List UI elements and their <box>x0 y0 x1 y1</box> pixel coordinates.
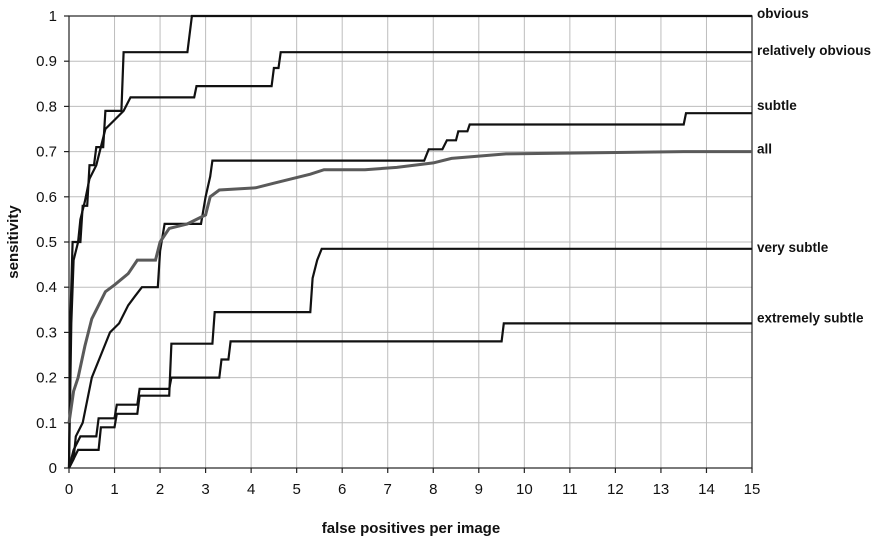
series-label-all: all <box>757 142 772 157</box>
x-tick-label: 8 <box>429 481 437 498</box>
series-label-subtle: subtle <box>757 98 797 113</box>
x-tick-label: 7 <box>384 481 392 498</box>
y-tick-label: 0 <box>49 460 57 477</box>
y-tick-label: 0.4 <box>36 279 57 296</box>
series-line-obvious <box>67 14 752 469</box>
grid <box>68 15 753 469</box>
axes <box>64 15 753 473</box>
y-tick-label: 0.3 <box>36 324 57 341</box>
series-label-obvious: obvious <box>757 6 809 21</box>
x-tick-label: 9 <box>475 481 483 498</box>
x-tick-label: 4 <box>247 481 255 498</box>
x-tick-label: 3 <box>201 481 209 498</box>
series-line-extremely-subtle <box>67 322 752 469</box>
x-tick-label: 1 <box>110 481 118 498</box>
x-tick-label: 5 <box>292 481 300 498</box>
series-line-very-subtle <box>68 247 752 469</box>
y-tick-label: 0.7 <box>36 144 57 161</box>
x-tick-label: 0 <box>65 481 73 498</box>
y-tick-labels: 0 0.1 0.2 0.3 0.4 0.5 0.6 0.7 0.8 0.9 1 <box>36 8 57 477</box>
y-tick-label: 0.2 <box>36 370 57 387</box>
series-label-very-subtle: very subtle <box>757 240 829 255</box>
y-tick-label: 1 <box>49 8 57 25</box>
x-tick-label: 6 <box>338 481 346 498</box>
series-labels: obvious relatively obvious subtle all very s… <box>757 6 871 325</box>
y-tick-label: 0.6 <box>36 189 57 206</box>
x-tick-label: 14 <box>698 481 715 498</box>
y-tick-label: 0.1 <box>36 415 57 432</box>
x-tick-label: 10 <box>516 481 533 498</box>
series-line-relatively-obvious <box>67 51 752 469</box>
x-axis-title: false positives per image <box>322 520 500 537</box>
x-tick-label: 13 <box>653 481 670 498</box>
y-tick-label: 0.9 <box>36 53 57 70</box>
series-lines <box>67 14 752 469</box>
y-tick-label: 0.5 <box>36 234 57 251</box>
series-label-extremely-subtle: extremely subtle <box>757 310 864 325</box>
x-tick-labels: 0 1 2 3 4 5 6 7 8 9 10 11 12 13 14 15 <box>65 481 761 498</box>
y-tick-label: 0.8 <box>36 98 57 115</box>
x-tick-label: 12 <box>607 481 624 498</box>
x-tick-label: 11 <box>562 481 578 498</box>
series-line-subtle <box>68 112 752 469</box>
y-axis-title: sensitivity <box>5 205 22 279</box>
x-tick-label: 2 <box>156 481 164 498</box>
series-line-all <box>67 150 752 424</box>
series-label-relatively-obvious: relatively obvious <box>757 43 871 58</box>
x-tick-label: 15 <box>744 481 761 498</box>
